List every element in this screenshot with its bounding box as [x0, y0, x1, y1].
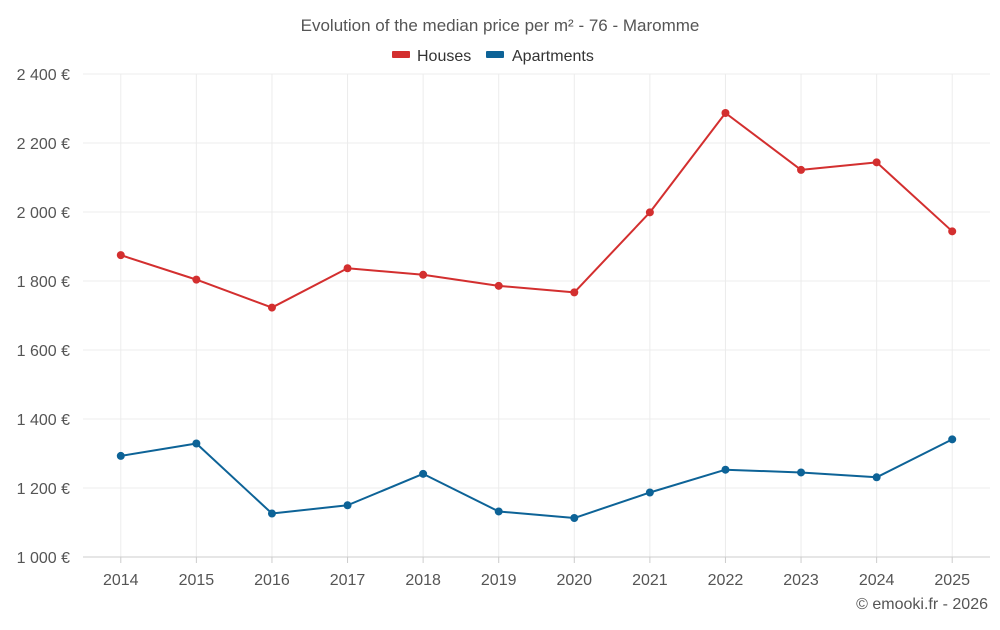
data-point-apartments-2014[interactable]	[116, 451, 125, 460]
chart-title: Evolution of the median price per m² - 7…	[301, 16, 700, 35]
data-point-houses-2019[interactable]	[494, 281, 503, 290]
data-point-apartments-2017[interactable]	[343, 501, 352, 510]
y-tick-label-2000: 2 000 €	[17, 205, 70, 222]
copyright-credit: © emooki.fr - 2026	[856, 596, 988, 613]
series	[116, 108, 957, 523]
data-point-houses-2025[interactable]	[948, 227, 957, 236]
legend-item-apartments[interactable]: Apartments	[486, 48, 594, 65]
y-tick-label-2400: 2 400 €	[17, 67, 70, 84]
data-point-houses-2014[interactable]	[116, 251, 125, 260]
data-point-houses-2015[interactable]	[192, 275, 201, 284]
data-point-apartments-2016[interactable]	[267, 509, 276, 518]
data-point-apartments-2021[interactable]	[645, 488, 654, 497]
series-line-apartments	[119, 438, 954, 520]
x-tick-label-2024: 2024	[859, 572, 895, 589]
series-apartments	[116, 435, 957, 523]
data-point-apartments-2024[interactable]	[872, 473, 881, 482]
data-point-houses-2024[interactable]	[872, 158, 881, 167]
x-tick-label-2018: 2018	[405, 572, 441, 589]
data-point-apartments-2018[interactable]	[419, 469, 428, 478]
y-tick-label-1600: 1 600 €	[17, 343, 70, 360]
data-point-apartments-2025[interactable]	[948, 435, 957, 444]
y-tick-label-1800: 1 800 €	[17, 274, 70, 291]
data-point-apartments-2020[interactable]	[570, 514, 579, 523]
legend-item-houses[interactable]: Houses	[392, 48, 471, 65]
y-tick-label-2200: 2 200 €	[17, 136, 70, 153]
data-point-apartments-2015[interactable]	[192, 439, 201, 448]
x-tick-label-2017: 2017	[330, 572, 366, 589]
x-tick-label-2014: 2014	[103, 572, 139, 589]
data-point-apartments-2023[interactable]	[797, 468, 806, 477]
series-line-houses	[119, 111, 954, 309]
series-houses	[116, 108, 957, 312]
legend-label-houses: Houses	[417, 48, 471, 65]
y-tick-label-1200: 1 200 €	[17, 481, 70, 498]
x-tick-label-2025: 2025	[934, 572, 970, 589]
x-tick-label-2020: 2020	[556, 572, 592, 589]
data-point-apartments-2019[interactable]	[494, 507, 503, 516]
x-tick-label-2019: 2019	[481, 572, 517, 589]
x-tick-label-2023: 2023	[783, 572, 819, 589]
data-point-houses-2016[interactable]	[267, 303, 276, 312]
legend-label-apartments: Apartments	[512, 48, 594, 65]
y-tick-label-1000: 1 000 €	[17, 550, 70, 567]
x-tick-label-2015: 2015	[179, 572, 215, 589]
data-point-houses-2018[interactable]	[419, 270, 428, 279]
y-tick-label-1400: 1 400 €	[17, 412, 70, 429]
x-tick-label-2016: 2016	[254, 572, 290, 589]
x-tick-label-2022: 2022	[708, 572, 744, 589]
data-point-houses-2020[interactable]	[570, 288, 579, 297]
data-point-houses-2022[interactable]	[721, 108, 730, 117]
legend-swatch-houses	[392, 51, 410, 58]
data-point-houses-2017[interactable]	[343, 264, 352, 273]
axes: 1 000 € 1 200 € 1 400 € 1 600 € 1 800 € 2 000…	[17, 67, 990, 589]
legend: Houses Apartments	[392, 48, 594, 65]
legend-swatch-apartments	[486, 51, 504, 58]
data-point-apartments-2022[interactable]	[721, 465, 730, 474]
data-point-houses-2023[interactable]	[797, 165, 806, 174]
data-point-houses-2021[interactable]	[645, 208, 654, 217]
grid	[83, 73, 990, 557]
x-tick-label-2021: 2021	[632, 572, 668, 589]
